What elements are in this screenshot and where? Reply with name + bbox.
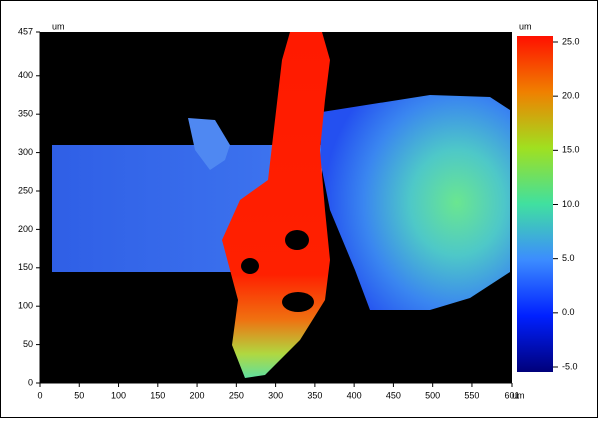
hole	[241, 258, 259, 274]
y-tick-label: 300	[18, 147, 33, 157]
x-tick-label: 100	[111, 390, 126, 400]
y-tick-label: 200	[18, 224, 33, 234]
y-tick-label: 0	[28, 377, 33, 387]
x-tick-label: 0	[37, 390, 42, 400]
x-tick-label: 500	[425, 390, 440, 400]
x-tick-label: 400	[347, 390, 362, 400]
x-tick-label: 200	[190, 390, 205, 400]
hole	[285, 230, 309, 250]
x-tick-label: 50	[74, 390, 84, 400]
colorbar-tick-label: 15.0	[562, 145, 580, 155]
y-tick-label: 350	[18, 109, 33, 119]
x-tick-label: 300	[268, 390, 283, 400]
y-tick-label: 250	[18, 185, 33, 195]
image	[40, 32, 512, 383]
colorbar-label: um	[519, 21, 532, 31]
colorbar-tick-label: 5.0	[562, 253, 575, 263]
chart: um um um 0501001502002503003504004505005…	[0, 0, 599, 419]
x-tick-label: 250	[229, 390, 244, 400]
colorbar-tick-label: 0.0	[562, 307, 575, 317]
x-tick-label: 150	[150, 390, 165, 400]
y-tick-label: 50	[23, 339, 33, 349]
colorbar-tick-label: 20.0	[562, 91, 580, 101]
x-tick-label: 450	[386, 390, 401, 400]
x-tick-label: 350	[307, 390, 322, 400]
colorbar-tick-label: 25.0	[562, 36, 580, 46]
x-tick-label: 550	[464, 390, 479, 400]
x-tick-label: 601	[504, 390, 519, 400]
y-tick-label: 150	[18, 262, 33, 272]
y-axis-label: um	[52, 21, 65, 31]
hole	[282, 292, 314, 312]
colorbar-tick-label: -5.0	[562, 361, 578, 371]
y-tick-label: 100	[18, 301, 33, 311]
colorbar-tick-label: 10.0	[562, 199, 580, 209]
colorbar	[517, 36, 553, 372]
y-tick-label: 457	[18, 26, 33, 36]
y-tick-label: 400	[18, 70, 33, 80]
